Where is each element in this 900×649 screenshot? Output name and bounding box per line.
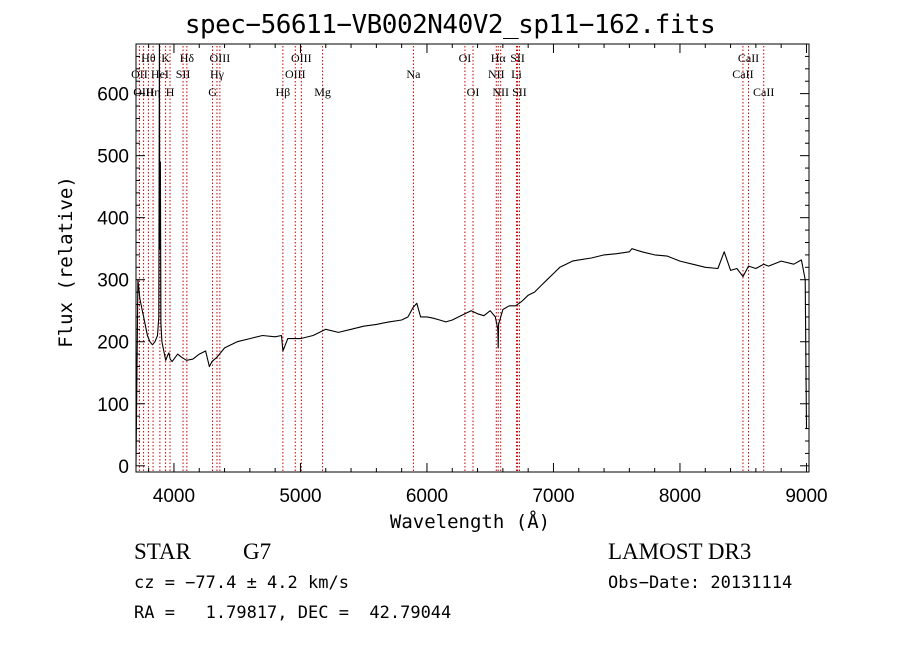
- spectrum-layer: [135, 43, 808, 466]
- line-markers: [138, 46, 765, 472]
- line-label-hη: Hη: [146, 85, 161, 99]
- object-subclass: G7: [243, 539, 272, 564]
- x-tick-label: 7000: [532, 486, 574, 507]
- line-label-k: K: [161, 51, 170, 65]
- x-tick-label: 8000: [659, 486, 701, 507]
- line-label-oi: OI: [467, 85, 480, 99]
- line-label-sii: SII: [176, 67, 191, 81]
- line-label-oiii: OIII: [285, 67, 306, 81]
- y-tick-label: 300: [97, 271, 129, 292]
- line-label-hδ: Hδ: [180, 51, 195, 65]
- y-tick-label: 100: [97, 395, 129, 416]
- redshift-readout: cz = −77.4 ± 4.2 km/s: [134, 573, 349, 593]
- y-tick-label: 600: [97, 85, 129, 106]
- line-label-oiii: OIII: [133, 85, 154, 99]
- x-axis-label: Wavelength (Å): [389, 511, 551, 533]
- line-label-na: Na: [406, 67, 421, 81]
- line-label-hγ: Hγ: [210, 67, 225, 81]
- y-tick-label: 0: [118, 457, 129, 478]
- line-label-caii: CaII: [753, 85, 774, 99]
- x-tick-label: 9000: [785, 486, 827, 507]
- line-label-hα: Hα: [491, 51, 507, 65]
- x-tick-label: 6000: [406, 486, 448, 507]
- line-label-oiii: OIII: [291, 51, 312, 65]
- plot-area-frame: [135, 43, 810, 473]
- line-label-caii: CaII: [738, 51, 759, 65]
- line-label-oiii: OIII: [210, 51, 231, 65]
- line-label-h: H: [166, 85, 175, 99]
- chart-title: spec−56611−VB002N40V2_sp11−162.fits: [184, 10, 716, 40]
- coordinates-readout: RA = 1.79817, DEC = 42.79044: [134, 603, 452, 623]
- y-tick-label: 500: [97, 147, 129, 168]
- line-label-hei: HeI: [151, 67, 169, 81]
- line-label-nii: NII: [492, 85, 509, 99]
- axis-ticks: 4000 5000 6000 7000 8000 9000 0 100 200 300 400 500…: [97, 43, 828, 507]
- x-tick-label: 4000: [153, 486, 195, 507]
- line-label-caii: CaII: [732, 67, 753, 81]
- line-label-nii: NII: [488, 67, 505, 81]
- line-label-oii: OII: [131, 67, 148, 81]
- x-tick-label: 5000: [279, 486, 321, 507]
- line-label-hθ: Hθ: [141, 51, 156, 65]
- survey-name: LAMOST DR3: [608, 539, 752, 564]
- line-label-sii: SII: [512, 85, 527, 99]
- spectrum-line: [135, 43, 808, 466]
- plot-frame: [135, 43, 810, 473]
- y-axis-label: Flux (relative): [55, 176, 77, 348]
- line-label-hβ: Hβ: [275, 85, 290, 99]
- line-label-g: G: [208, 85, 217, 99]
- y-tick-label: 400: [97, 209, 129, 230]
- line-label-sii: SII: [510, 51, 525, 65]
- line-label-li: Li: [511, 67, 522, 81]
- obs-date: Obs−Date: 20131114: [608, 573, 793, 593]
- object-class: STAR: [134, 539, 191, 564]
- line-label-oi: OI: [459, 51, 472, 65]
- line-label-mg: Mg: [314, 85, 331, 99]
- y-tick-label: 200: [97, 333, 129, 354]
